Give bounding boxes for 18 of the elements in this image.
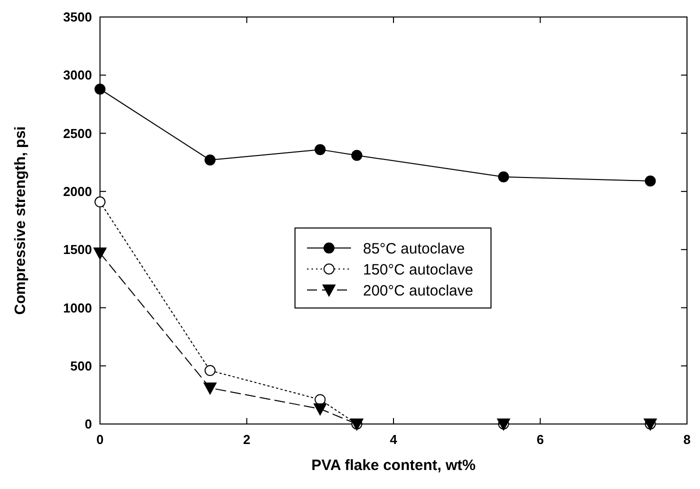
y-tick-label: 3500	[63, 10, 92, 25]
legend-label: 85°C autoclave	[363, 240, 465, 258]
y-tick-label: 1000	[63, 300, 92, 316]
x-tick-label: 2	[243, 432, 250, 447]
x-axis-title: PVA flake content, wt%	[311, 457, 476, 474]
x-tick-label: 8	[683, 432, 691, 447]
legend-label: 150°C autoclave	[363, 261, 474, 278]
y-tick-label: 1500	[63, 242, 92, 258]
x-tick-label: 0	[96, 432, 104, 447]
y-tick-label: 3000	[63, 68, 92, 83]
y-tick-label: 2500	[63, 126, 92, 141]
y-tick-label: 0	[84, 416, 92, 432]
legend-label: 200°C autoclave	[363, 282, 474, 300]
y-axis-title: Compressive strength, psi	[12, 126, 29, 315]
x-tick-label: 4	[390, 432, 398, 447]
y-tick-label: 500	[70, 358, 92, 374]
x-tick-label: 6	[536, 432, 544, 447]
y-tick-label: 2000	[63, 184, 92, 199]
